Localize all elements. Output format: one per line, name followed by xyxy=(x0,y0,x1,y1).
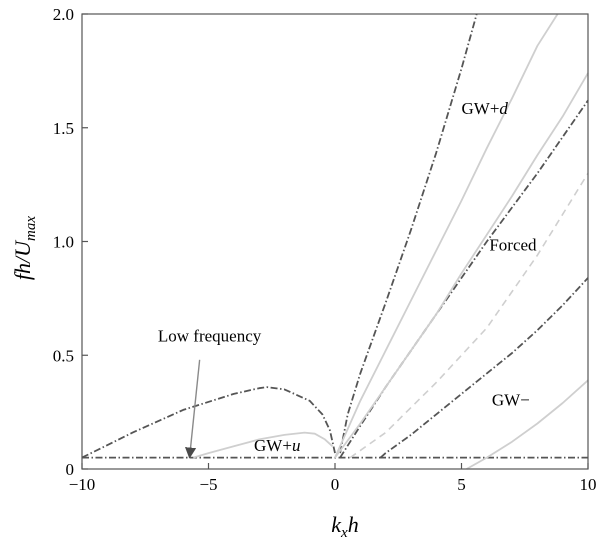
annotation-label: Low frequency xyxy=(158,327,262,346)
series-line-10 xyxy=(466,379,589,470)
y-tick-label: 2.0 xyxy=(53,5,74,24)
series-line-6 xyxy=(193,431,334,459)
ticks-layer: −10 −5 0 5 10 0 0.5 1.0 1.5 2.0 xyxy=(53,5,597,494)
x-axis-label-sub: x xyxy=(340,525,348,541)
series-line-5 xyxy=(379,277,589,459)
y-tick-label: 0.5 xyxy=(53,346,74,365)
annotation-label: Forced xyxy=(489,236,537,255)
y-tick-label: 1.5 xyxy=(53,119,74,138)
annotation-layer: GW+d Forced GW+u GW− Low frequency xyxy=(158,99,537,459)
y-axis-label: fh/Umax xyxy=(10,216,39,280)
series-line-7 xyxy=(334,13,559,458)
series-line-4 xyxy=(339,99,589,459)
series-layer xyxy=(81,13,589,470)
y-tick-label: 1.0 xyxy=(53,233,74,252)
y-tick-label: 0 xyxy=(66,460,75,479)
series-line-2 xyxy=(81,386,336,459)
y-axis-label-main: fh/U xyxy=(10,239,35,280)
annotation-arrow xyxy=(184,359,201,459)
annotation-label: GW− xyxy=(492,390,530,409)
annotation-label: GW+d xyxy=(462,99,509,118)
x-tick-label: 5 xyxy=(457,475,466,494)
y-axis-label-sub: max xyxy=(23,216,39,241)
x-axis-label-main: k xyxy=(331,512,342,537)
x-tick-label: 0 xyxy=(331,475,340,494)
annotation-label: GW+u xyxy=(254,436,300,455)
series-line-3 xyxy=(339,13,478,454)
x-axis-label: kxh xyxy=(331,512,358,541)
x-tick-label: −5 xyxy=(199,475,217,494)
series-line-8 xyxy=(334,72,589,459)
x-axis-label-tail: h xyxy=(348,512,359,537)
x-tick-label: 10 xyxy=(580,475,597,494)
x-tick-label: −10 xyxy=(69,475,96,494)
series-line-9 xyxy=(349,172,589,459)
